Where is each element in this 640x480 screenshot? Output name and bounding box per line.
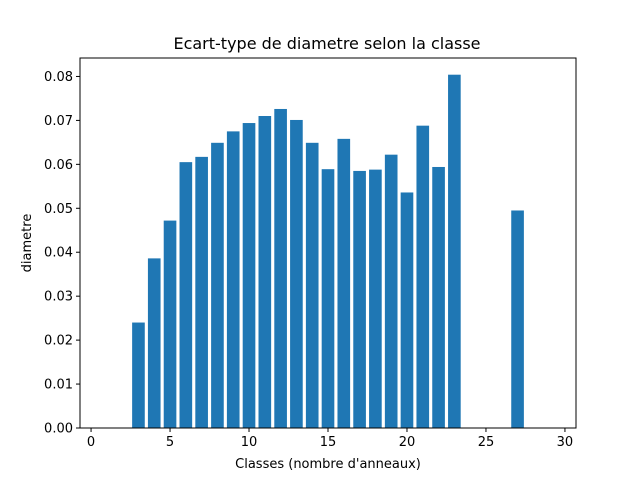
bar-class-17 — [353, 170, 366, 428]
bar-class-21 — [416, 125, 430, 429]
y-tick-label: 0.07 — [44, 114, 73, 129]
x-tick-label: 30 — [557, 435, 574, 450]
chart-title: Ecart-type de diametre selon la classe — [173, 34, 480, 53]
x-tick-label: 0 — [87, 435, 95, 450]
y-tick-label: 0.08 — [44, 70, 73, 85]
bar-class-11 — [258, 116, 272, 428]
bar-class-13 — [290, 119, 303, 429]
y-tick-label: 0.06 — [44, 158, 73, 173]
bar-class-20 — [400, 192, 414, 428]
x-axis-label: Classes (nombre d'anneaux) — [235, 457, 421, 472]
y-tick-label: 0.03 — [44, 290, 73, 305]
bar-class-6 — [179, 162, 193, 428]
x-tick-label: 20 — [399, 435, 416, 450]
bar-class-5 — [163, 220, 177, 428]
x-axis-ticks: 0 5 10 15 20 25 30 — [87, 428, 573, 450]
bar-class-15 — [321, 169, 335, 428]
y-tick-label: 0.01 — [44, 378, 73, 393]
bar-class-18 — [369, 169, 382, 428]
bar-class-12 — [274, 108, 287, 428]
y-tick-label: 0.02 — [44, 334, 73, 349]
bar-class-10 — [242, 123, 256, 428]
y-tick-label: 0.05 — [44, 202, 73, 217]
bar-class-9 — [226, 131, 240, 428]
bar-class-7 — [195, 156, 208, 428]
y-tick-label: 0.04 — [44, 246, 73, 261]
x-tick-label: 5 — [166, 435, 174, 450]
bar-class-14 — [305, 142, 319, 428]
x-tick-label: 25 — [478, 435, 495, 450]
bar-class-4 — [147, 258, 161, 428]
y-axis-label: diametre — [20, 214, 35, 273]
bar-class-16 — [337, 138, 351, 429]
y-axis-ticks: 0.00 0.01 0.02 0.03 0.04 0.05 0.06 0.07 0.08 — [44, 70, 80, 437]
y-tick-label: 0.00 — [44, 422, 73, 437]
bar-class-22 — [432, 166, 445, 429]
x-tick-label: 15 — [320, 435, 337, 450]
x-tick-label: 10 — [241, 435, 258, 450]
bars-group — [132, 74, 524, 429]
bar-class-3 — [132, 322, 145, 428]
bar-class-23 — [448, 74, 461, 428]
bar-class-27 — [511, 210, 524, 428]
bar-class-8 — [211, 142, 224, 428]
bar-class-19 — [384, 154, 398, 429]
